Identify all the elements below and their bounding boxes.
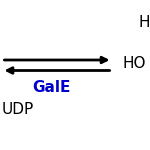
- Text: HO: HO: [123, 56, 147, 70]
- Text: GalE: GalE: [32, 80, 70, 94]
- Text: H: H: [138, 15, 150, 30]
- Text: UDP: UDP: [2, 102, 34, 117]
